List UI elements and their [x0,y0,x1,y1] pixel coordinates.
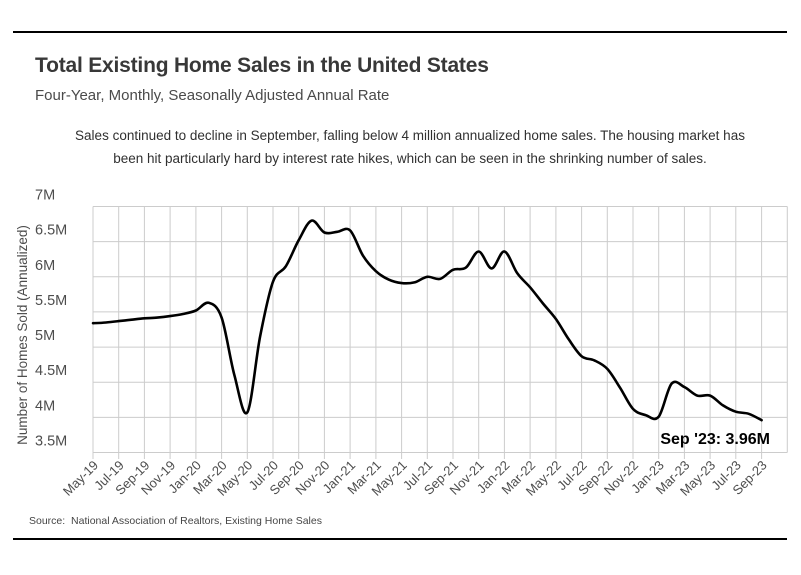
y-tick-label: 4M [35,398,55,414]
page-title: Total Existing Home Sales in the United … [35,54,489,77]
bottom-divider [13,538,787,540]
top-divider [13,31,787,33]
annotation-line-2: been hit particularly hard by interest r… [113,151,707,166]
y-tick-label: 5.5M [35,293,67,309]
y-tick-label: 7M [35,188,55,204]
annotation-line-1: Sales continued to decline in September,… [75,128,745,143]
y-tick-label: 5M [35,328,55,344]
y-tick-label: 3.5M [35,434,67,450]
y-tick-label: 6M [35,258,55,274]
end-value-label: Sep '23: 3.96M [660,431,770,448]
source-note: Source: National Association of Realtors… [29,515,322,527]
y-axis-title: Number of Homes Sold (Annualized) [15,225,30,445]
page-subtitle: Four-Year, Monthly, Seasonally Adjusted … [35,87,390,104]
y-tick-label: 6.5M [35,223,67,239]
chart-annotation: Sales continued to decline in September,… [50,124,770,170]
y-tick-label: 4.5M [35,363,67,379]
sales-line-path [91,219,763,422]
